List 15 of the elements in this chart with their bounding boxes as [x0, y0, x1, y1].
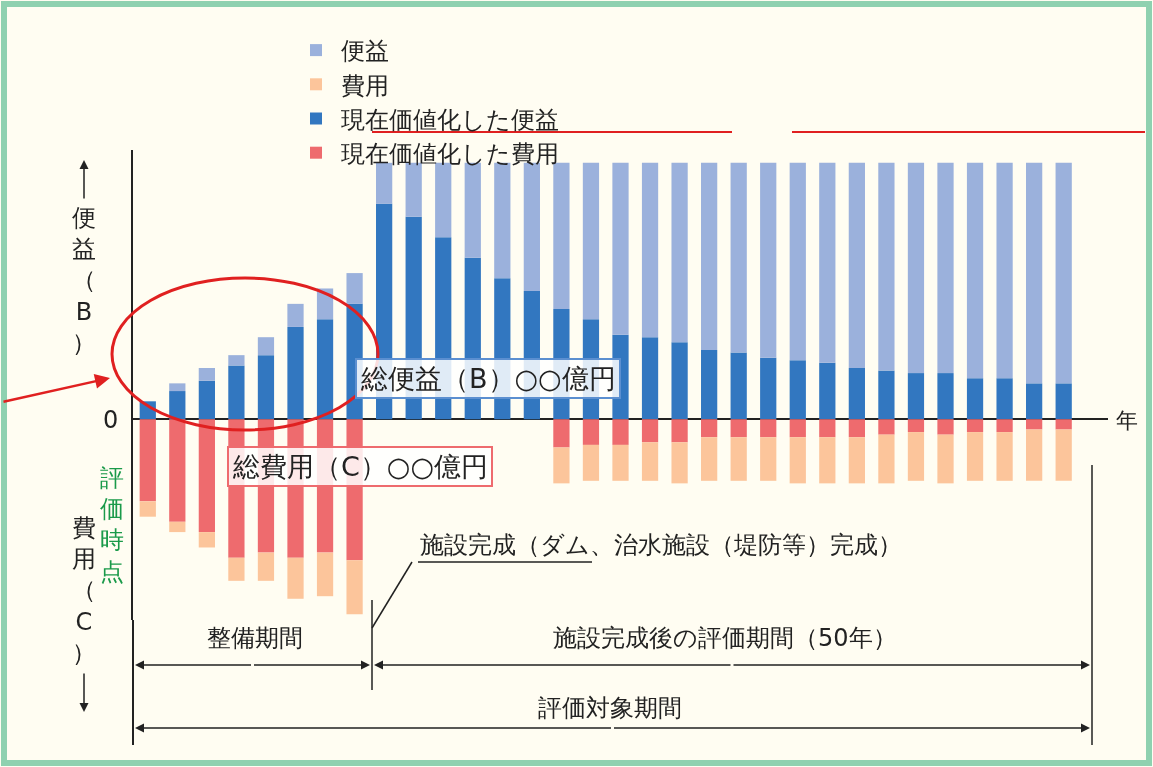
- legend-label: 現在価値化した便益: [340, 105, 559, 134]
- text: 評価時点: [100, 464, 124, 586]
- text: 0: [103, 406, 119, 434]
- text: 施設完成後の評価期間（50年）: [553, 624, 897, 652]
- legend-label: 便益: [340, 37, 389, 66]
- y-axis-title: 便益（B）: [72, 204, 96, 357]
- annotation: 総便益（B）○○億円: [360, 363, 616, 394]
- annotation: 総費用（C）○○億円: [232, 451, 488, 482]
- legend-label: 費用: [340, 71, 389, 100]
- annotation: 施設完成（ダム、治水施設（堤防等）完成）: [420, 531, 902, 559]
- x-axis-title: 年: [1116, 408, 1138, 433]
- text: 費用（C）: [72, 514, 96, 667]
- text: 評価対象期間: [538, 694, 682, 722]
- text: 整備期間: [207, 624, 303, 652]
- legend-label: 現在価値化した費用: [340, 140, 559, 169]
